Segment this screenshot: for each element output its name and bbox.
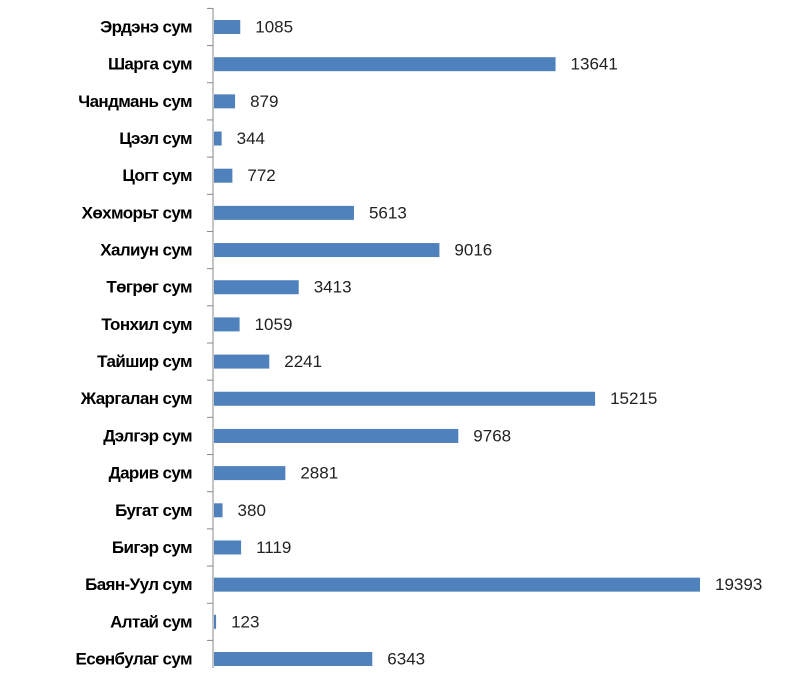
value-label: 9016 — [454, 241, 492, 260]
value-label: 2241 — [284, 352, 322, 371]
category-label: Бигэр сум — [112, 538, 192, 557]
value-label: 380 — [238, 501, 266, 520]
bar — [214, 317, 240, 332]
category-label: Жаргалан сум — [80, 389, 192, 408]
bar — [214, 57, 556, 72]
bar — [214, 577, 700, 592]
category-label: Төгрөг сум — [106, 278, 192, 297]
value-label: 1085 — [255, 17, 293, 36]
category-label: Цээл сум — [119, 129, 192, 148]
category-label: Тайшир сум — [97, 352, 192, 371]
value-label: 123 — [231, 612, 259, 631]
category-label: Баян-Уул сум — [85, 575, 192, 594]
bar — [214, 354, 270, 369]
value-label: 6343 — [387, 649, 425, 668]
value-label: 13641 — [571, 55, 618, 74]
bar — [214, 94, 236, 109]
bar — [214, 503, 223, 518]
value-label: 9768 — [473, 426, 511, 445]
bar — [214, 540, 242, 555]
bar — [214, 20, 241, 34]
value-label: 772 — [247, 166, 275, 185]
category-label: Хөхморьт сум — [82, 203, 192, 222]
bar — [214, 466, 286, 481]
value-label: 19393 — [715, 575, 762, 594]
value-label: 1119 — [256, 538, 291, 557]
value-label: 879 — [250, 92, 278, 111]
bar — [214, 428, 459, 443]
category-label: Дэлгэр сум — [103, 426, 192, 445]
value-label: 3413 — [314, 278, 352, 297]
value-label: 15215 — [610, 389, 657, 408]
bar — [214, 652, 373, 666]
category-label: Халиун сум — [100, 241, 192, 260]
category-label: Эрдэнэ сум — [100, 17, 192, 36]
value-label: 1059 — [255, 315, 293, 334]
value-label: 5613 — [369, 203, 407, 222]
bar — [214, 205, 354, 220]
category-label: Алтай сум — [110, 612, 192, 631]
bar — [214, 614, 217, 629]
category-label: Тонхил сум — [101, 315, 192, 334]
bar — [214, 243, 440, 258]
category-label: Чандмань сум — [78, 92, 192, 111]
bar — [214, 131, 222, 146]
category-label: Есөнбулаг сум — [76, 649, 192, 668]
category-label: Бугат сум — [115, 501, 192, 520]
bar — [214, 168, 233, 183]
value-label: 344 — [237, 129, 265, 148]
bar — [214, 391, 596, 406]
value-label: 2881 — [300, 464, 338, 483]
category-label: Цогт сум — [122, 166, 192, 185]
category-label: Дарив сум — [109, 464, 192, 483]
category-label: Шарга сум — [108, 55, 192, 74]
bar — [214, 280, 299, 295]
